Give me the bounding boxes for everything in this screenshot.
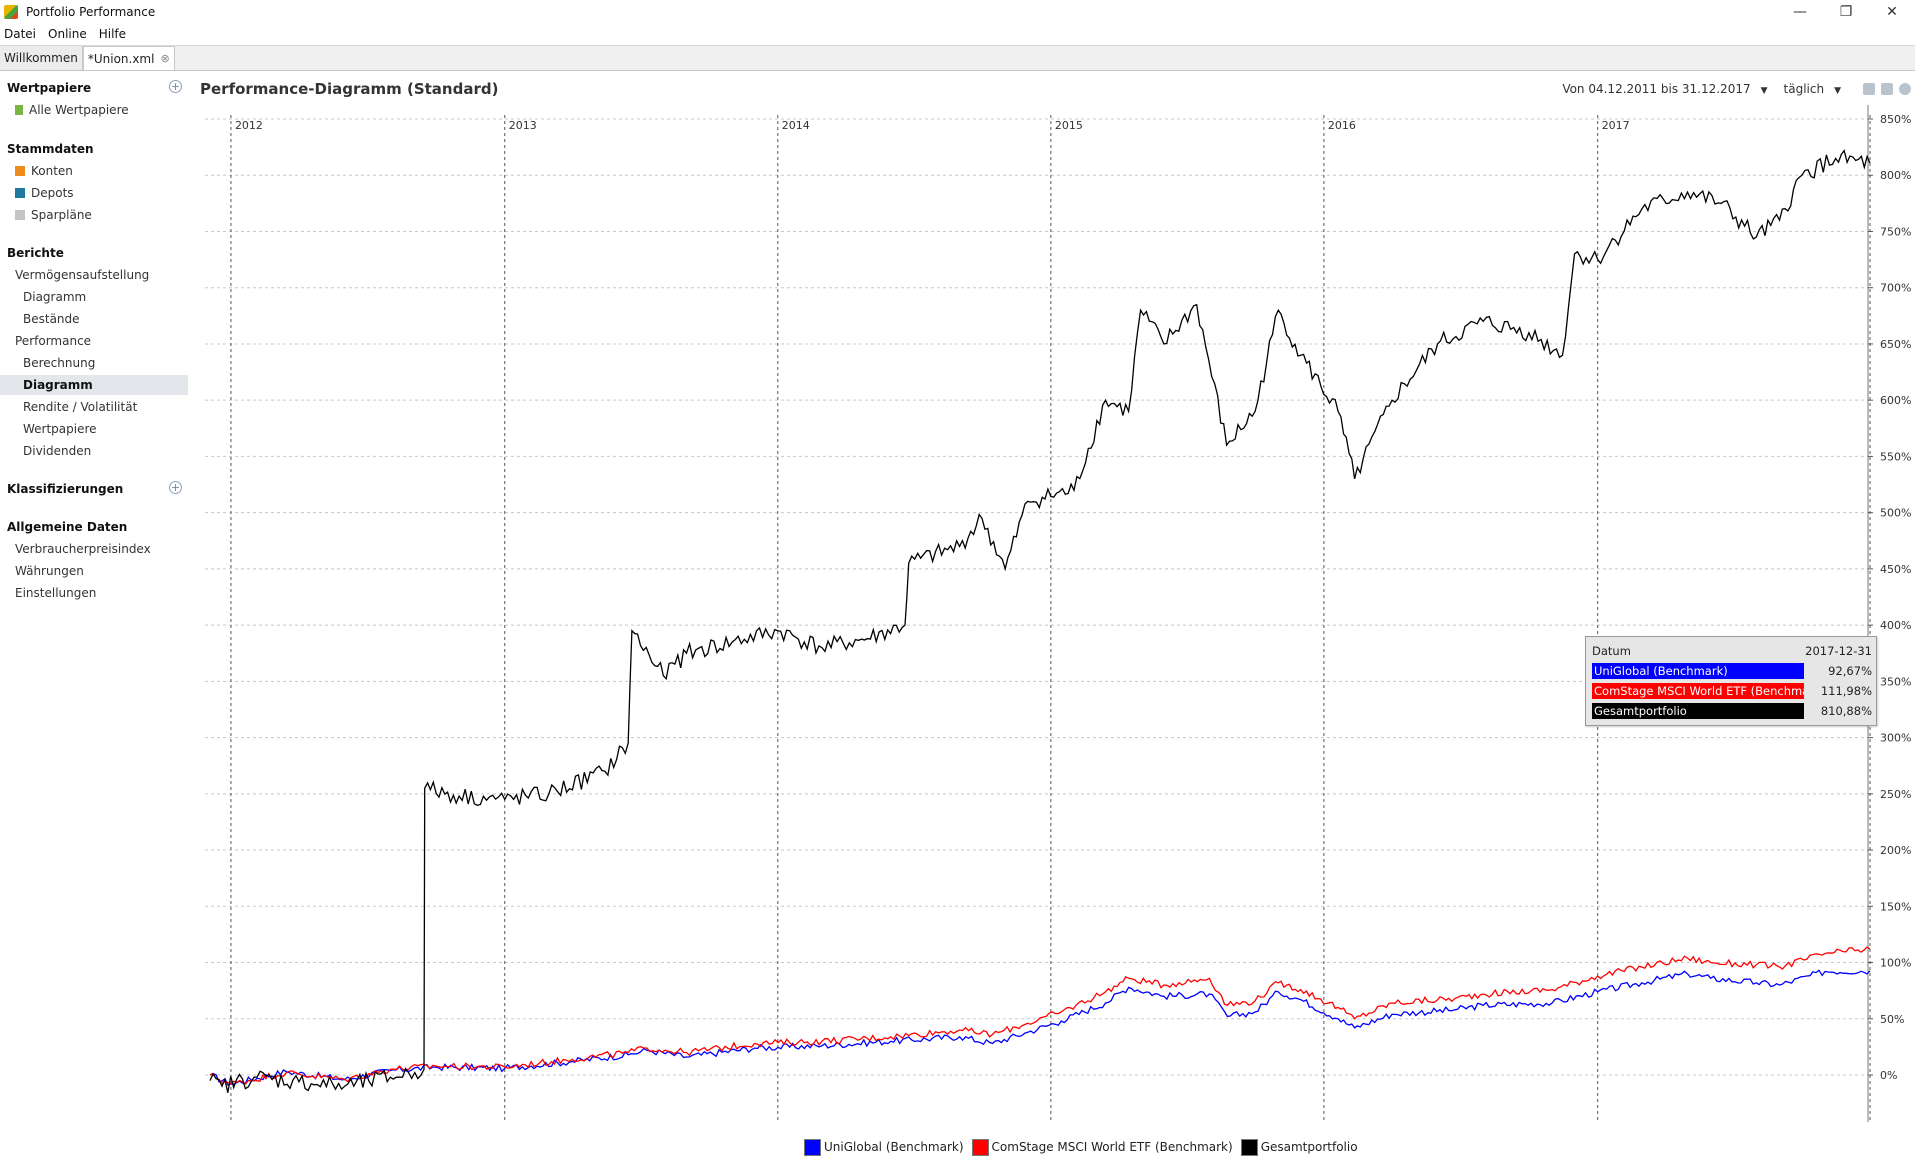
legend-swatch [971, 1138, 989, 1156]
legend-swatch [804, 1138, 821, 1156]
tab-close-icon[interactable]: ⊗ [160, 52, 170, 65]
sidebar-item-sparplaene[interactable]: Sparpläne [15, 205, 92, 225]
sidebar-item-dividenden[interactable]: Dividenden [23, 444, 92, 458]
add-klassifizierung-icon[interactable]: + [169, 481, 182, 494]
title-bar: Portfolio Performance — ❐ ✕ [0, 0, 1915, 24]
account-icon [15, 166, 25, 176]
menu-hilfe[interactable]: Hilfe [98, 27, 127, 41]
tooltip-series-value: 111,98% [1820, 684, 1872, 698]
legend-swatch [1240, 1138, 1258, 1156]
sidebar: Wertpapiere + Alle Wertpapiere Stammdate… [0, 72, 191, 1158]
legend-item-uniglobal[interactable]: UniGlobal (Benchmark) [804, 1138, 964, 1156]
sidebar-item-berechnung[interactable]: Berechnung [23, 356, 96, 370]
tooltip-series-name: UniGlobal (Benchmark) [1592, 663, 1804, 679]
sidebar-item-wertpapiere[interactable]: Wertpapiere [23, 422, 97, 436]
tooltip-row: ComStage MSCI World ETF (Benchmark) 111,… [1592, 681, 1872, 701]
legend-label: Gesamtportfolio [1260, 1140, 1358, 1154]
menu-bar: Datei Online Hilfe [0, 24, 1915, 44]
sidebar-item-rendite-volatilitaet[interactable]: Rendite / Volatilität [23, 400, 138, 414]
sidebar-item-label: Konten [31, 164, 73, 178]
tooltip-date-value: 2017-12-31 [1805, 644, 1872, 658]
app-logo-icon [4, 5, 18, 19]
window-controls: — ❐ ✕ [1777, 0, 1915, 24]
sidebar-item-einstellungen[interactable]: Einstellungen [15, 586, 97, 600]
tooltip-header: Datum 2017-12-31 [1592, 641, 1872, 661]
section-header-berichte: Berichte [7, 246, 64, 260]
tooltip-series-name: ComStage MSCI World ETF (Benchmark) [1592, 683, 1804, 699]
add-wertpapier-icon[interactable]: + [169, 80, 182, 93]
close-icon[interactable]: ✕ [1886, 4, 1898, 20]
sidebar-item-performance[interactable]: Performance [15, 334, 92, 348]
tab-willkommen[interactable]: Willkommen [0, 46, 83, 70]
page-title: Performance-Diagramm (Standard) [200, 80, 499, 98]
legend-label: ComStage MSCI World ETF (Benchmark) [991, 1140, 1233, 1154]
section-header-allgemeine-daten: Allgemeine Daten [7, 520, 128, 534]
chart-tooltip: Datum 2017-12-31 UniGlobal (Benchmark) 9… [1585, 636, 1877, 726]
depot-icon [15, 188, 25, 198]
restore-icon[interactable]: ❐ [1839, 4, 1853, 20]
chart-legend: UniGlobal (Benchmark) ComStage MSCI Worl… [804, 1138, 1366, 1156]
sidebar-item-vermoegen-diagramm[interactable]: Diagramm [23, 290, 87, 304]
menu-online[interactable]: Online [48, 27, 87, 41]
tooltip-date-label: Datum [1592, 644, 1631, 658]
sidebar-item-verbraucherpreisindex[interactable]: Verbraucherpreisindex [15, 542, 151, 556]
interval-label: täglich [1783, 82, 1825, 96]
sidebar-item-performance-diagramm[interactable]: Diagramm [0, 375, 188, 395]
tab-label: Willkommen [4, 51, 78, 65]
sidebar-item-vermoegensaufstellung[interactable]: Vermögensaufstellung [15, 268, 150, 282]
chart-panel: Performance-Diagramm (Standard) Von 04.1… [190, 72, 1915, 1158]
minimize-icon[interactable]: — [1793, 4, 1807, 20]
menu-datei[interactable]: Datei [4, 27, 37, 41]
tooltip-row: Gesamtportfolio 810,88% [1592, 701, 1872, 721]
tooltip-series-value: 92,67% [1828, 664, 1872, 678]
sidebar-item-label: Depots [31, 186, 74, 200]
sidebar-item-konten[interactable]: Konten [15, 161, 73, 181]
tooltip-row: UniGlobal (Benchmark) 92,67% [1592, 661, 1872, 681]
savings-plan-icon [15, 210, 25, 220]
file-icon [15, 105, 23, 115]
tooltip-series-value: 810,88% [1820, 704, 1872, 718]
date-range-dropdown[interactable]: Von 04.12.2011 bis 31.12.2017 ▼ [1562, 82, 1767, 96]
window-title: Portfolio Performance [26, 5, 156, 19]
save-icon[interactable] [1881, 83, 1893, 95]
section-header-klassifizierungen: Klassifizierungen [7, 482, 124, 496]
interval-dropdown[interactable]: täglich ▼ [1784, 82, 1841, 96]
sidebar-item-label: Alle Wertpapiere [29, 103, 129, 117]
sidebar-item-bestaende[interactable]: Bestände [23, 312, 80, 326]
sidebar-item-depots[interactable]: Depots [15, 183, 74, 203]
section-header-wertpapiere: Wertpapiere [7, 81, 92, 95]
sidebar-item-label: Sparpläne [31, 208, 92, 222]
chevron-down-icon: ▼ [1834, 86, 1841, 96]
tooltip-series-name: Gesamtportfolio [1592, 703, 1804, 719]
sidebar-item-alle-wertpapiere[interactable]: Alle Wertpapiere [15, 100, 129, 120]
export-icon[interactable] [1863, 83, 1875, 95]
tab-union-xml[interactable]: *Union.xml ⊗ [82, 46, 175, 70]
tab-label: *Union.xml [87, 51, 155, 66]
sidebar-item-waehrungen[interactable]: Währungen [15, 564, 84, 578]
legend-label: UniGlobal (Benchmark) [824, 1140, 964, 1154]
gear-icon[interactable] [1899, 83, 1911, 95]
legend-item-gesamtportfolio[interactable]: Gesamtportfolio [1240, 1138, 1358, 1156]
chevron-down-icon: ▼ [1760, 86, 1768, 96]
chart-toolbar: Von 04.12.2011 bis 31.12.2017 ▼ täglich ▼ [1562, 82, 1911, 96]
date-range-label: Von 04.12.2011 bis 31.12.2017 [1562, 82, 1751, 96]
section-header-stammdaten: Stammdaten [7, 142, 94, 156]
legend-item-comstage[interactable]: ComStage MSCI World ETF (Benchmark) [971, 1138, 1233, 1156]
tab-bar: Willkommen *Union.xml ⊗ [0, 45, 1915, 71]
